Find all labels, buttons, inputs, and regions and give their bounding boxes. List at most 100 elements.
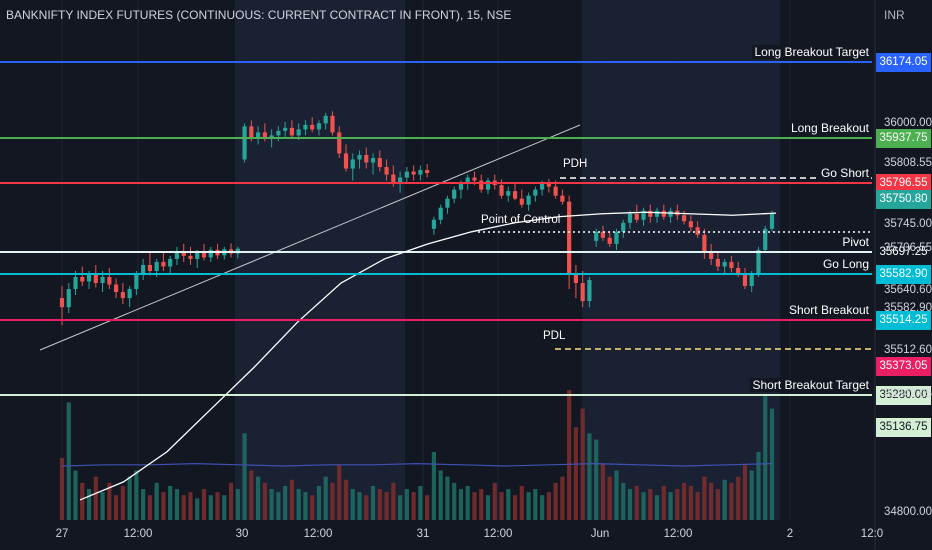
candle-body bbox=[134, 273, 139, 290]
candle-body bbox=[337, 132, 342, 154]
candle-body bbox=[526, 195, 531, 205]
candle-body bbox=[729, 261, 734, 268]
volume-bar bbox=[479, 489, 484, 520]
level-price-tag-5: 35514.25 bbox=[876, 311, 931, 330]
candle-body bbox=[73, 277, 78, 290]
candle-body bbox=[519, 198, 524, 205]
volume-bar bbox=[411, 492, 416, 520]
candle-body bbox=[465, 177, 470, 184]
volume-bar bbox=[695, 492, 700, 520]
candle-body bbox=[648, 210, 653, 217]
candle-body bbox=[330, 115, 335, 133]
volume-bar bbox=[763, 396, 768, 520]
candle-body bbox=[59, 298, 65, 308]
candle-body bbox=[195, 252, 200, 259]
volume-bar bbox=[709, 482, 714, 520]
volume-bar bbox=[330, 482, 335, 520]
candle-body bbox=[661, 210, 666, 217]
candle-body bbox=[201, 252, 207, 258]
candle-body bbox=[485, 180, 491, 190]
candle-body bbox=[411, 171, 416, 175]
candle-body bbox=[127, 289, 132, 299]
candle-body bbox=[391, 174, 396, 184]
volume-bar bbox=[93, 476, 98, 520]
volume-bar bbox=[587, 433, 592, 520]
volume-bar bbox=[621, 482, 626, 520]
candle-body bbox=[560, 195, 565, 202]
candle-body bbox=[113, 284, 119, 293]
time-tick-7: 12:00 bbox=[663, 528, 693, 540]
volume-bar bbox=[594, 439, 599, 520]
candle-body bbox=[249, 126, 254, 139]
volume-bar bbox=[607, 476, 612, 520]
candle-body bbox=[763, 228, 768, 250]
time-tick-6: Jun bbox=[590, 528, 610, 540]
volume-bar bbox=[499, 492, 504, 520]
candle-body bbox=[262, 132, 267, 139]
candle-body bbox=[681, 215, 687, 222]
price-tick-8: 34800.00 bbox=[884, 506, 932, 518]
volume-bar bbox=[465, 485, 470, 520]
volume-bar bbox=[722, 479, 727, 520]
candle-body bbox=[499, 185, 504, 196]
volume-bar bbox=[519, 485, 524, 520]
candle-body bbox=[80, 277, 85, 282]
volume-bar bbox=[120, 485, 125, 520]
volume-bar bbox=[127, 476, 132, 520]
candle-body bbox=[452, 189, 457, 199]
volume-bar bbox=[573, 427, 579, 520]
level-price-tag-1: 35937.75 bbox=[876, 129, 931, 148]
volume-bar bbox=[242, 433, 247, 520]
candle-body bbox=[303, 124, 308, 130]
volume-bar bbox=[648, 489, 653, 520]
candle-body bbox=[573, 273, 579, 284]
candle-body bbox=[742, 273, 748, 287]
volume-bar bbox=[681, 482, 687, 520]
candle-body bbox=[553, 186, 558, 196]
candle-body bbox=[695, 227, 700, 235]
candle-body bbox=[147, 264, 153, 271]
volume-bar bbox=[181, 495, 186, 520]
volume-bar bbox=[168, 485, 173, 520]
level-label-0: Long Breakout Target bbox=[752, 45, 871, 59]
volume-bar bbox=[418, 485, 423, 520]
candle-body bbox=[397, 177, 403, 184]
candle-body bbox=[709, 252, 714, 259]
volume-bar bbox=[641, 492, 646, 520]
volume-bar bbox=[702, 476, 707, 520]
candle-body bbox=[715, 258, 721, 267]
candle-body bbox=[418, 170, 423, 175]
candle-body bbox=[769, 213, 775, 229]
volume-bar bbox=[506, 489, 511, 520]
candle-body bbox=[607, 237, 612, 244]
pdl-label: PDL bbox=[543, 330, 566, 342]
volume-bar bbox=[431, 451, 437, 520]
volume-bar bbox=[736, 476, 741, 520]
vwap-line bbox=[79, 211, 777, 501]
candle-body bbox=[654, 210, 660, 217]
candle-body bbox=[283, 127, 288, 131]
candle-body bbox=[472, 177, 477, 181]
volume-bar bbox=[404, 489, 409, 520]
time-tick-0: 27 bbox=[55, 528, 69, 540]
volume-bar bbox=[201, 489, 207, 520]
candle-body bbox=[404, 171, 409, 178]
volume-bar bbox=[425, 495, 430, 520]
time-tick-9: 12:0 bbox=[860, 528, 884, 540]
candle-body bbox=[756, 249, 761, 274]
candle-body bbox=[634, 213, 639, 220]
volume-bar bbox=[445, 476, 450, 520]
candle-body bbox=[688, 221, 693, 228]
volume-bar bbox=[107, 482, 112, 520]
volume-bar bbox=[310, 495, 315, 520]
volume-bar bbox=[235, 489, 240, 520]
volume-ma-line bbox=[61, 462, 773, 467]
volume-bar bbox=[228, 482, 234, 520]
chart-title: BANKNIFTY INDEX FUTURES (CONTINUOUS: CUR… bbox=[6, 8, 512, 22]
volume-bar bbox=[546, 492, 551, 520]
time-tick-4: 31 bbox=[416, 528, 430, 540]
volume-bar bbox=[512, 495, 518, 520]
candle-body bbox=[580, 283, 585, 302]
volume-bar bbox=[675, 489, 680, 520]
